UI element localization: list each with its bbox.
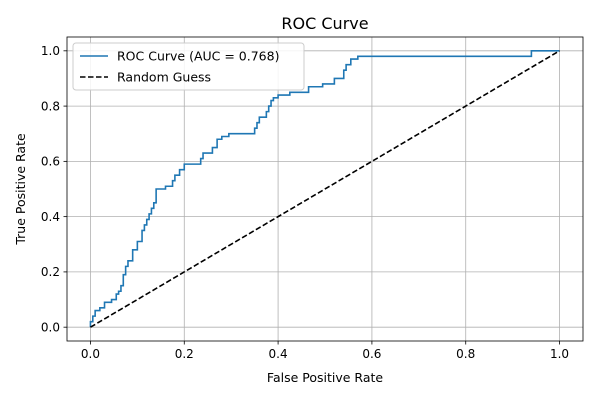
y-tick-label: 0.2 [41, 265, 60, 279]
legend: ROC Curve (AUC = 0.768) Random Guess [72, 42, 305, 91]
y-tick-label: 0.8 [41, 99, 60, 113]
roc-curve-line [89, 50, 560, 328]
y-tick-label: 0.6 [41, 155, 60, 169]
y-axis-label: True Positive Rate [13, 133, 28, 246]
x-tick-label: 0.0 [81, 347, 100, 361]
x-tick-label: 0.6 [362, 347, 381, 361]
random-guess-line [90, 50, 560, 328]
y-tick-label: 0.4 [41, 210, 60, 224]
chart-title: ROC Curve [281, 14, 368, 33]
legend-label-roc: ROC Curve (AUC = 0.768) [117, 49, 279, 64]
x-tick-label: 0.2 [175, 347, 194, 361]
x-tick-label: 0.4 [269, 347, 288, 361]
y-tick-label: 0.0 [41, 320, 60, 334]
plot-area-frame [66, 36, 584, 342]
x-tick-label: 0.8 [456, 347, 475, 361]
ticks: 0.0 0.2 0.4 0.6 0.8 1.0 0.0 0.2 0.4 0.6 0.8 1.0 [41, 44, 569, 361]
x-tick-label: 1.0 [550, 347, 569, 361]
y-tick-label: 1.0 [41, 44, 60, 58]
legend-label-random: Random Guess [117, 70, 211, 85]
x-axis-label: False Positive Rate [267, 370, 383, 385]
series-layer [89, 50, 560, 328]
legend-box [72, 42, 305, 91]
